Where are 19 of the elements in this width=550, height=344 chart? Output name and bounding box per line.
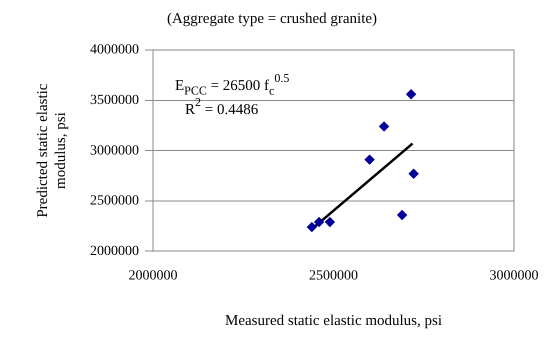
point [314,217,324,228]
y-tick-label: 4000000 [90,42,139,58]
y-tick-label: 2500000 [90,194,139,209]
point [408,168,419,179]
y-tick-label: 2000000 [90,244,139,259]
point [397,210,408,220]
y-tick-label: 3000000 [90,143,139,158]
chart-title: (Aggregate type = crushed granite) [166,10,378,27]
point [364,154,375,165]
x-tick-label: 2500000 [309,268,358,284]
y-axis-title: Predicted static elastic modulus, psi [34,83,69,218]
point [406,89,416,100]
x-axis-title: Measured static elastic modulus, psi [224,312,442,329]
point [324,217,335,228]
y-tick-label: 3500000 [90,92,139,108]
x-tick-label: 3000000 [490,268,538,284]
point [306,222,317,232]
point [379,121,390,132]
x-tick-label: 2000000 [128,268,178,284]
